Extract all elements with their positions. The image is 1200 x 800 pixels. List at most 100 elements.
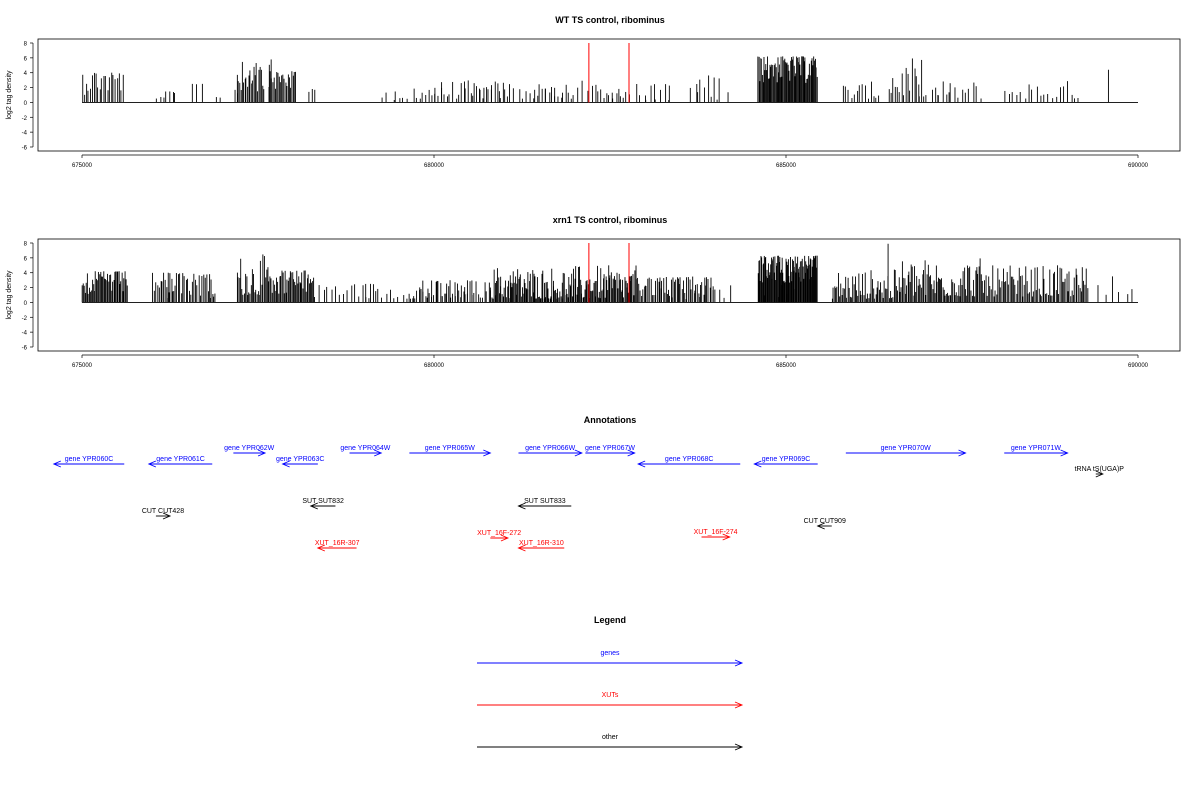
legend-arrowhead xyxy=(734,701,744,709)
feature-arrowhead xyxy=(816,522,825,530)
feature-arrowhead xyxy=(1095,470,1104,478)
feature-xut-16f-272: XUT_16F-272 xyxy=(477,530,521,542)
y-tick-label: 2 xyxy=(24,86,28,92)
annotations-panel: Annotations gene YPR060C gene YPR061C gene… xyxy=(52,415,1125,552)
feature-gene-ypr067w: gene YPR067W xyxy=(585,445,636,457)
feature-arrowhead xyxy=(281,460,290,468)
y-tick-label: 2 xyxy=(24,286,28,292)
feature-xut-16r-307: XUT_16R-307 xyxy=(315,540,360,552)
plot-frame xyxy=(37,38,1181,152)
y-tick-label: 6 xyxy=(24,256,28,262)
feature-label: XUT_16F-272 xyxy=(477,530,521,537)
legend-panel: Legend genes XUTs other xyxy=(477,615,744,751)
feature-gene-ypr063c: gene YPR063C xyxy=(276,456,325,468)
feature-label: SUT SUT833 xyxy=(524,498,566,505)
y-axis: -6 -4 -2 0 2 4 6 8 xyxy=(22,242,34,352)
x-axis: 675000 680000 685000 690000 xyxy=(72,154,1149,169)
x-tick-label: 675000 xyxy=(72,363,93,369)
feature-xut-16f-274: XUT_16F-274 xyxy=(694,529,738,541)
x-tick-label: 675000 xyxy=(72,163,93,169)
y-tick-label: 0 xyxy=(24,101,28,107)
plot-frame xyxy=(37,238,1181,352)
legend-arrowhead xyxy=(734,659,744,667)
feature-arrowhead xyxy=(147,460,157,468)
feature-arrowhead xyxy=(316,544,326,552)
feature-gene-ypr064w: gene YPR064W xyxy=(340,445,391,457)
y-tick-label: 4 xyxy=(24,71,28,77)
feature-label: gene YPR061C xyxy=(156,456,205,463)
feature-label: XUT_16R-310 xyxy=(519,540,564,547)
feature-label: XUT_16F-274 xyxy=(694,529,738,536)
feature-sut-sut833: SUT SUT833 xyxy=(517,498,572,510)
x-tick-label: 690000 xyxy=(1128,163,1149,169)
feature-label: SUT SUT832 xyxy=(302,498,344,505)
feature-label: gene YPR067W xyxy=(585,445,635,452)
feature-label: gene YPR068C xyxy=(665,456,714,463)
feature-arrowhead xyxy=(574,449,583,457)
feature-arrowhead xyxy=(500,534,510,542)
wt-density-panel: WT TS control, ribominus log2 tag densit… xyxy=(6,15,1181,169)
y-axis-label: log2 tag density xyxy=(6,270,13,320)
feature-gene-ypr069c: gene YPR069C xyxy=(753,456,818,468)
feature-arrowhead xyxy=(627,449,636,457)
y-tick-label: 8 xyxy=(24,42,28,48)
y-tick-label: 4 xyxy=(24,271,28,277)
density-bars xyxy=(82,56,1109,103)
y-tick-label: -4 xyxy=(22,331,28,337)
legend-label: XUTs xyxy=(602,692,619,699)
y-axis-label: log2 tag density xyxy=(6,70,13,120)
x-tick-label: 680000 xyxy=(424,363,445,369)
feature-arrowhead xyxy=(637,460,646,468)
legend-entry-genes: genes xyxy=(477,650,744,667)
feature-arrowhead xyxy=(517,544,526,552)
legend-entry-xuts: XUTs xyxy=(477,692,744,709)
panel-title: Legend xyxy=(594,615,626,625)
feature-trna-ts-uga-p: tRNA tS(UGA)P xyxy=(1075,466,1125,478)
x-tick-label: 685000 xyxy=(776,363,797,369)
feature-label: gene YPR060C xyxy=(65,456,114,463)
feature-sut-sut832: SUT SUT832 xyxy=(302,498,344,510)
feature-label: gene YPR071W xyxy=(1011,445,1061,452)
feature-label: gene YPR062W xyxy=(224,445,274,452)
legend-label: genes xyxy=(600,650,620,657)
feature-label: gene YPR063C xyxy=(276,456,325,463)
legend-entry-other: other xyxy=(477,734,744,751)
feature-arrowhead xyxy=(722,533,731,541)
feature-arrowhead xyxy=(309,502,318,510)
feature-gene-ypr065w: gene YPR065W xyxy=(409,445,492,457)
feature-gene-ypr060c: gene YPR060C xyxy=(52,456,125,468)
legend-label: other xyxy=(602,734,619,741)
feature-label: CUT CUT909 xyxy=(804,518,846,525)
feature-arrowhead xyxy=(374,449,383,457)
feature-label: gene YPR066W xyxy=(525,445,575,452)
feature-label: CUT CUT428 xyxy=(142,508,184,515)
feature-label: gene YPR064W xyxy=(340,445,390,452)
y-tick-label: 0 xyxy=(24,301,28,307)
density-bars xyxy=(81,243,1133,303)
x-tick-label: 685000 xyxy=(776,163,797,169)
feature-arrowhead xyxy=(257,449,267,457)
feature-arrowhead xyxy=(52,460,62,468)
feature-gene-ypr068c: gene YPR068C xyxy=(637,456,741,468)
y-tick-label: -4 xyxy=(22,131,28,137)
x-tick-label: 690000 xyxy=(1128,363,1149,369)
feature-gene-ypr070w: gene YPR070W xyxy=(845,445,967,457)
feature-arrowhead xyxy=(483,449,492,457)
y-tick-label: -6 xyxy=(22,346,28,352)
feature-label: tRNA tS(UGA)P xyxy=(1075,466,1125,473)
feature-arrowhead xyxy=(753,460,762,468)
panel-title: WT TS control, ribominus xyxy=(555,15,665,25)
y-tick-label: 6 xyxy=(24,56,28,62)
feature-xut-16r-310: XUT_16R-310 xyxy=(517,540,565,552)
y-axis: -6 -4 -2 0 2 4 6 8 xyxy=(22,42,34,152)
feature-cut-cut909: CUT CUT909 xyxy=(804,518,846,530)
y-tick-label: -6 xyxy=(22,146,28,152)
feature-gene-ypr062w: gene YPR062W xyxy=(224,445,275,457)
feature-arrowhead xyxy=(1060,449,1069,457)
x-tick-label: 680000 xyxy=(424,163,445,169)
feature-gene-ypr066w: gene YPR066W xyxy=(518,445,583,457)
feature-arrowhead xyxy=(958,449,967,457)
feature-arrowhead xyxy=(162,512,172,520)
feature-label: gene YPR065W xyxy=(425,445,475,452)
feature-cut-cut428: CUT CUT428 xyxy=(142,508,184,520)
